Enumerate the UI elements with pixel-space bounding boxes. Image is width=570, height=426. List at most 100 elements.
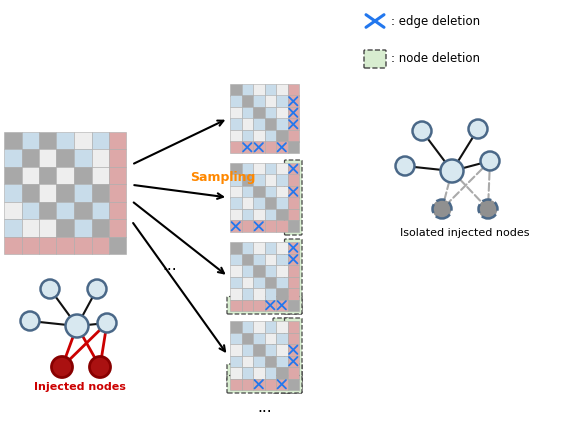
Bar — [92, 201, 109, 219]
Bar — [276, 253, 287, 265]
Bar — [242, 253, 253, 265]
Bar — [253, 198, 264, 209]
Circle shape — [396, 156, 414, 176]
Bar — [287, 163, 299, 175]
Bar — [92, 167, 109, 184]
Bar — [92, 219, 109, 236]
Bar — [253, 242, 264, 253]
Bar — [276, 107, 287, 118]
Bar — [242, 344, 253, 356]
Bar — [264, 107, 276, 118]
Bar — [287, 367, 299, 378]
Circle shape — [469, 120, 487, 138]
Bar — [242, 221, 253, 232]
Circle shape — [89, 357, 111, 377]
Bar — [39, 167, 56, 184]
Circle shape — [478, 199, 498, 219]
Bar — [276, 198, 287, 209]
Circle shape — [51, 357, 72, 377]
Circle shape — [441, 159, 463, 182]
Circle shape — [481, 152, 499, 170]
Bar — [253, 253, 264, 265]
Bar — [287, 221, 299, 232]
Bar — [287, 242, 299, 253]
Bar — [56, 184, 74, 201]
Bar — [230, 163, 242, 175]
Bar — [74, 132, 92, 149]
Bar — [287, 95, 299, 107]
Bar — [242, 84, 253, 95]
Bar — [39, 236, 56, 254]
Bar — [276, 186, 287, 198]
Bar — [56, 201, 74, 219]
Bar — [230, 321, 242, 333]
Bar — [253, 299, 264, 311]
Bar — [264, 378, 276, 390]
Bar — [276, 378, 287, 390]
Bar — [242, 95, 253, 107]
Bar — [276, 175, 287, 186]
Bar — [276, 130, 287, 141]
Bar — [242, 163, 253, 175]
Bar — [242, 321, 253, 333]
Circle shape — [433, 199, 451, 219]
Circle shape — [40, 279, 59, 299]
Bar — [4, 219, 22, 236]
Bar — [230, 356, 242, 367]
Bar — [39, 149, 56, 167]
Bar — [56, 132, 74, 149]
Bar — [230, 333, 242, 344]
Bar — [242, 118, 253, 130]
Bar — [74, 149, 92, 167]
Bar — [230, 253, 242, 265]
Bar — [253, 163, 264, 175]
Bar — [253, 356, 264, 367]
Bar — [39, 201, 56, 219]
Bar — [264, 333, 276, 344]
FancyBboxPatch shape — [364, 50, 386, 68]
Bar — [22, 236, 39, 254]
Bar — [276, 356, 287, 367]
Text: Injected nodes: Injected nodes — [34, 382, 126, 392]
Bar — [230, 299, 242, 311]
Bar — [92, 184, 109, 201]
FancyBboxPatch shape — [273, 318, 291, 393]
Bar — [230, 198, 242, 209]
Bar — [264, 288, 276, 299]
Bar — [39, 184, 56, 201]
Bar — [287, 130, 299, 141]
Bar — [74, 167, 92, 184]
Bar — [242, 130, 253, 141]
Bar — [264, 209, 276, 221]
Bar — [264, 367, 276, 378]
Bar — [253, 141, 264, 153]
Bar — [253, 118, 264, 130]
Bar — [287, 321, 299, 333]
Bar — [253, 186, 264, 198]
Bar — [276, 242, 287, 253]
Bar — [253, 209, 264, 221]
Bar — [242, 265, 253, 276]
Bar — [264, 186, 276, 198]
Circle shape — [21, 311, 39, 331]
Bar — [22, 167, 39, 184]
Text: Isolated injected nodes: Isolated injected nodes — [400, 228, 530, 238]
Bar — [230, 265, 242, 276]
Bar — [92, 236, 109, 254]
Bar — [109, 184, 127, 201]
Bar — [230, 378, 242, 390]
Circle shape — [88, 279, 107, 299]
Bar — [253, 221, 264, 232]
FancyBboxPatch shape — [227, 296, 302, 314]
Bar — [230, 84, 242, 95]
Bar — [287, 288, 299, 299]
Bar — [276, 367, 287, 378]
Bar — [4, 184, 22, 201]
Bar — [253, 367, 264, 378]
Bar — [276, 276, 287, 288]
Bar — [242, 175, 253, 186]
Bar — [287, 276, 299, 288]
Bar — [264, 276, 276, 288]
Bar — [242, 378, 253, 390]
Bar — [264, 130, 276, 141]
